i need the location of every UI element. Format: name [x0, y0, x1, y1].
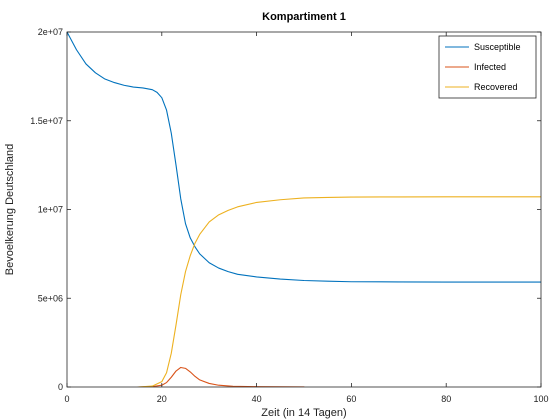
y-tick-label: 0: [58, 382, 63, 392]
series-layer: [67, 32, 541, 387]
x-tick-label: 20: [157, 394, 167, 404]
y-tick-label: 1e+07: [38, 205, 63, 215]
x-tick-label: 80: [441, 394, 451, 404]
x-tick-label: 0: [64, 394, 69, 404]
x-axis: 0 20 40 60 80 100: [64, 32, 549, 404]
series-line-recovered: [137, 196, 541, 387]
y-axis-label: Bevoelkerung Deutschland: [4, 144, 16, 275]
x-tick-label: 40: [252, 394, 262, 404]
x-tick-label: 60: [346, 394, 356, 404]
chart-title: Kompartiment 1: [262, 11, 346, 23]
x-axis-label: Zeit (in 14 Tagen): [261, 407, 346, 419]
y-tick-label: 1.5e+07: [30, 116, 63, 126]
legend: Susceptible Infected Recovered: [438, 35, 537, 99]
series-line-susceptible: [67, 32, 541, 283]
series-line-infected: [137, 366, 305, 387]
legend-label-infected: Infected: [474, 62, 506, 72]
y-tick-label: 5e+06: [38, 293, 63, 303]
y-tick-label: 2e+07: [38, 27, 63, 37]
y-axis: 0 5e+06 1e+07 1.5e+07 2e+07: [30, 27, 541, 392]
legend-label-recovered: Recovered: [474, 82, 518, 92]
x-tick-label: 100: [533, 394, 548, 404]
legend-label-susceptible: Susceptible: [474, 42, 521, 52]
